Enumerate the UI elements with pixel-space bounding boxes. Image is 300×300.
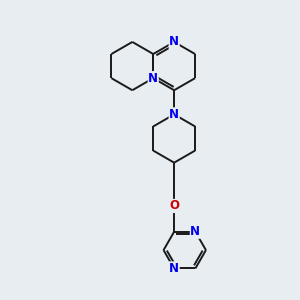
Text: N: N: [169, 262, 179, 275]
Text: N: N: [148, 72, 158, 85]
Text: N: N: [190, 225, 200, 238]
Text: N: N: [169, 35, 179, 48]
Text: N: N: [169, 108, 179, 121]
Text: O: O: [169, 200, 179, 212]
